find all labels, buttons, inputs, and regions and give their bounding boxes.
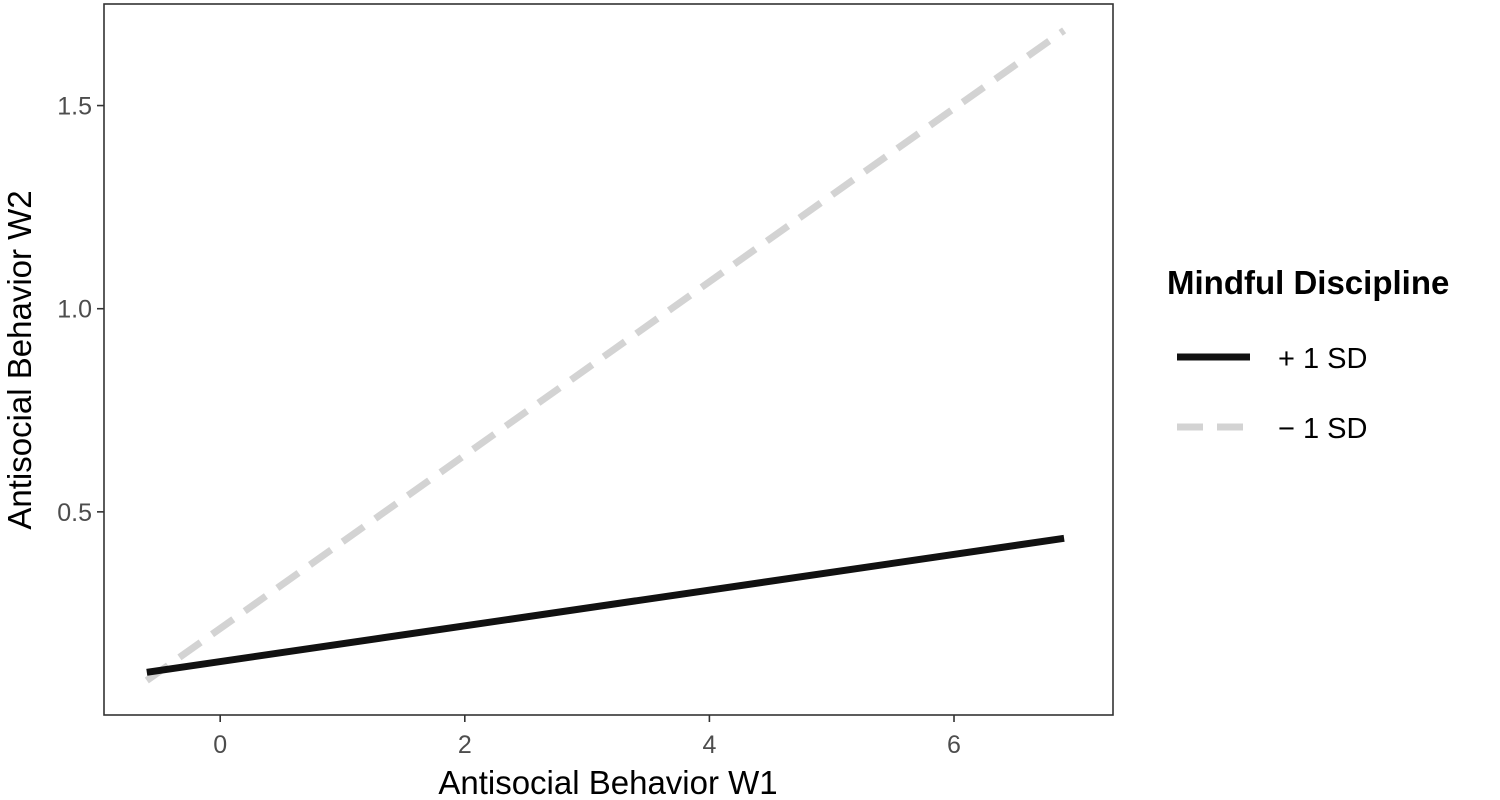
plot-panel [103, 3, 1114, 716]
legend-title: Mindful Discipline [1167, 264, 1449, 301]
x-tick-label: 6 [947, 731, 961, 759]
x-tick-label: 4 [702, 731, 716, 759]
legend-label: + 1 SD [1278, 343, 1367, 375]
x-axis-ticks: 0 2 4 6 [213, 715, 961, 759]
legend-label: − 1 SD [1278, 413, 1367, 445]
legend-items: + 1 SD − 1 SD [1177, 343, 1367, 445]
series-line-plus-1-sd [146, 534, 1065, 676]
series-line-minus-1-sd [144, 27, 1067, 684]
x-tick-label: 2 [458, 731, 472, 759]
y-axis-title: Antisocial Behavior W2 [1, 190, 38, 529]
x-tick-label: 0 [213, 731, 227, 759]
legend: Mindful Discipline + 1 SD − 1 SD [1167, 264, 1449, 445]
y-tick-label: 0.5 [57, 499, 92, 527]
y-axis-ticks: 0.5 1.0 1.5 [57, 93, 104, 527]
series-lines [144, 27, 1067, 684]
y-tick-label: 1.5 [57, 93, 92, 121]
x-axis-title: Antisocial Behavior W1 [438, 764, 777, 800]
y-tick-label: 1.0 [57, 296, 92, 324]
